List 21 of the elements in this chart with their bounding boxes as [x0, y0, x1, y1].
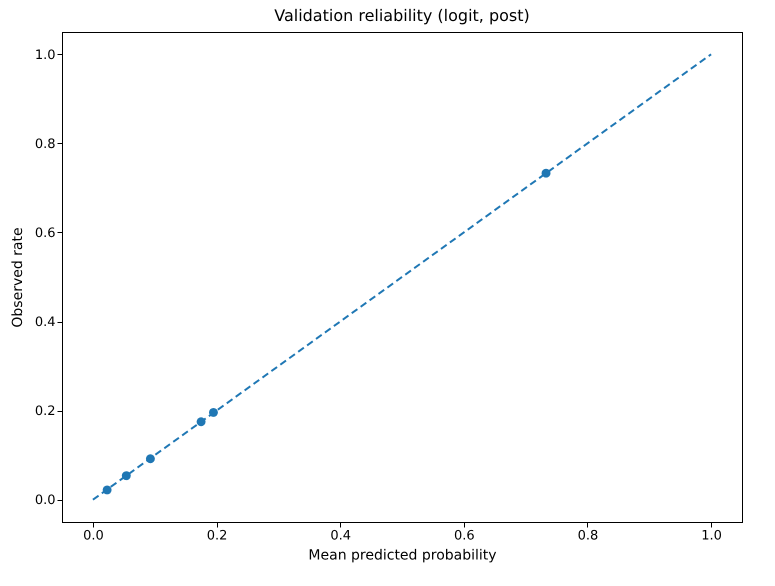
y-tick-label: 1.0	[34, 48, 56, 63]
chart-title: Validation reliability (logit, post)	[274, 6, 530, 25]
y-tick-label: 0.4	[34, 315, 56, 330]
y-tick-label: 0.6	[34, 226, 56, 241]
y-tick-label: 0.2	[34, 404, 56, 420]
y-tick-label: 0.8	[34, 136, 56, 152]
x-tick-label: 0.6	[454, 528, 475, 544]
y-axis-title: Observed rate	[10, 227, 26, 328]
x-tick-label: 0.4	[330, 528, 352, 544]
point	[146, 454, 155, 464]
point	[542, 168, 551, 178]
point	[122, 471, 131, 480]
x-tick-label: 0.8	[578, 528, 598, 544]
x-tick-label: 0.0	[83, 528, 104, 544]
point	[208, 408, 218, 417]
point	[196, 417, 206, 426]
y-tick-label: 0.0	[34, 493, 56, 508]
x-axis-title: Mean predicted probability	[308, 548, 497, 564]
x-tick-label: 1.0	[701, 528, 722, 544]
x-tick-label: 0.2	[206, 528, 228, 544]
point	[102, 485, 112, 494]
